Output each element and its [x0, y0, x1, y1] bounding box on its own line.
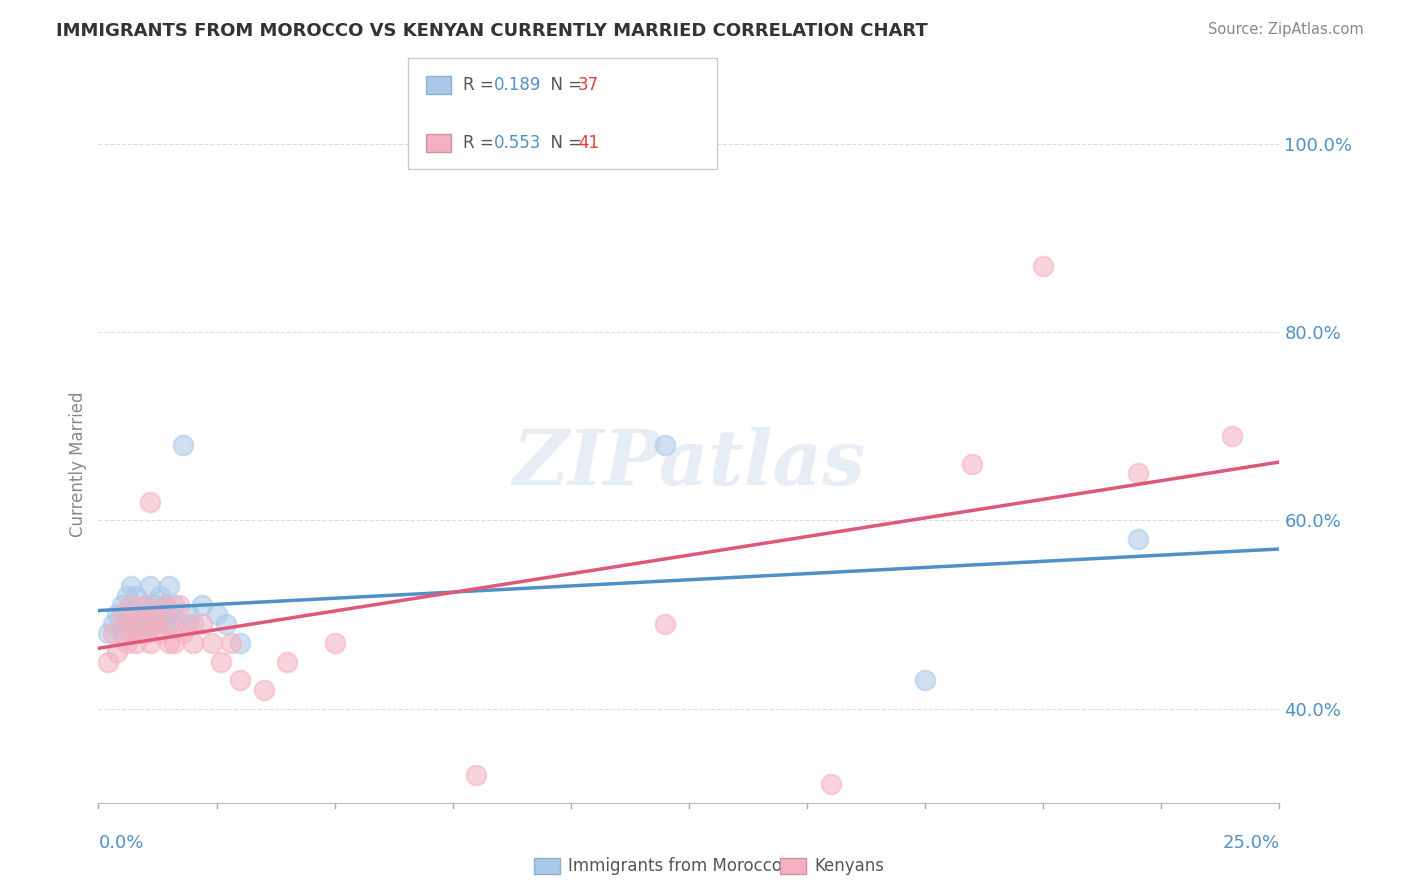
Point — [125, 616, 148, 631]
Point — [139, 579, 162, 593]
Point — [191, 598, 214, 612]
Point — [181, 636, 204, 650]
Text: N =: N = — [540, 134, 588, 152]
Point — [149, 607, 172, 622]
Point — [121, 598, 143, 612]
Text: 41: 41 — [578, 134, 599, 152]
Point — [172, 438, 194, 452]
Point — [149, 626, 172, 640]
Point — [115, 636, 138, 650]
Text: ZIPatlas: ZIPatlas — [512, 427, 866, 500]
Point — [820, 777, 842, 791]
Point — [1126, 467, 1149, 481]
Point — [125, 636, 148, 650]
Point — [129, 626, 152, 640]
Text: R =: R = — [463, 76, 499, 94]
Text: 0.553: 0.553 — [494, 134, 541, 152]
Point — [465, 767, 488, 781]
Point — [215, 616, 238, 631]
Point — [177, 616, 200, 631]
Point — [143, 598, 166, 612]
Text: 0.189: 0.189 — [494, 76, 541, 94]
Point — [157, 636, 180, 650]
Point — [101, 626, 124, 640]
Point — [143, 607, 166, 622]
Point — [163, 636, 186, 650]
Point — [129, 607, 152, 622]
Point — [105, 607, 128, 622]
Point — [115, 589, 138, 603]
Point — [97, 626, 120, 640]
Text: Source: ZipAtlas.com: Source: ZipAtlas.com — [1208, 22, 1364, 37]
Point — [962, 457, 984, 471]
Point — [181, 616, 204, 631]
Point — [139, 607, 162, 622]
Point — [135, 598, 157, 612]
Point — [157, 616, 180, 631]
Point — [229, 636, 252, 650]
Text: N =: N = — [540, 76, 588, 94]
Point — [125, 589, 148, 603]
Text: 0.0%: 0.0% — [98, 834, 143, 852]
Point — [1126, 532, 1149, 546]
Point — [153, 598, 176, 612]
Point — [129, 616, 152, 631]
Point — [101, 616, 124, 631]
Point — [143, 616, 166, 631]
Point — [201, 636, 224, 650]
Point — [914, 673, 936, 688]
Text: 37: 37 — [578, 76, 599, 94]
Point — [121, 607, 143, 622]
Point — [121, 579, 143, 593]
Point — [121, 626, 143, 640]
Point — [1220, 428, 1243, 442]
Point — [191, 616, 214, 631]
Point — [135, 598, 157, 612]
Point — [105, 645, 128, 659]
Point — [97, 655, 120, 669]
Point — [157, 579, 180, 593]
Point — [111, 607, 134, 622]
Text: IMMIGRANTS FROM MOROCCO VS KENYAN CURRENTLY MARRIED CORRELATION CHART: IMMIGRANTS FROM MOROCCO VS KENYAN CURREN… — [56, 22, 928, 40]
Point — [177, 607, 200, 622]
Text: Immigrants from Morocco: Immigrants from Morocco — [568, 857, 782, 875]
Point — [172, 626, 194, 640]
Point — [205, 607, 228, 622]
Point — [135, 626, 157, 640]
Point — [135, 616, 157, 631]
Point — [157, 607, 180, 622]
Point — [125, 607, 148, 622]
Point — [276, 655, 298, 669]
Point — [219, 636, 242, 650]
Point — [139, 636, 162, 650]
Point — [229, 673, 252, 688]
Point — [111, 626, 134, 640]
Point — [167, 598, 190, 612]
Point — [253, 682, 276, 697]
Point — [115, 616, 138, 631]
Point — [163, 598, 186, 612]
Point — [143, 616, 166, 631]
Point — [139, 494, 162, 508]
Point — [163, 616, 186, 631]
Point — [209, 655, 232, 669]
Point — [654, 616, 676, 631]
Point — [654, 438, 676, 452]
Point — [153, 616, 176, 631]
Point — [153, 598, 176, 612]
Text: R =: R = — [463, 134, 499, 152]
Y-axis label: Currently Married: Currently Married — [69, 391, 87, 537]
Point — [323, 636, 346, 650]
Text: 25.0%: 25.0% — [1222, 834, 1279, 852]
Text: Kenyans: Kenyans — [814, 857, 884, 875]
Point — [115, 616, 138, 631]
Point — [149, 589, 172, 603]
Point — [111, 598, 134, 612]
Point — [1032, 259, 1054, 273]
